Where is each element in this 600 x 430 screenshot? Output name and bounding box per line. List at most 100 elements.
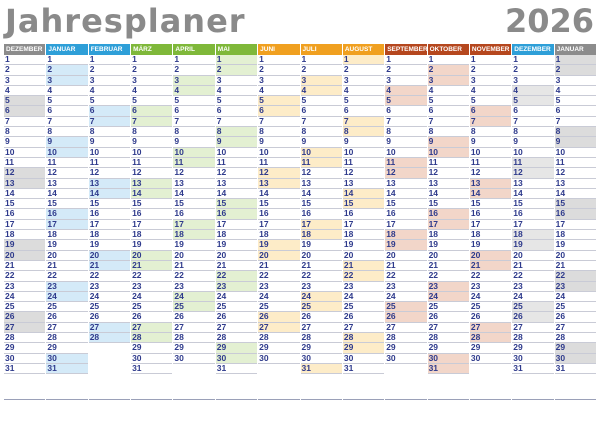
day-cell[interactable]: 6 xyxy=(88,105,131,117)
day-cell[interactable]: 4 xyxy=(469,85,512,97)
day-cell[interactable]: 27 xyxy=(131,322,173,334)
day-cell[interactable]: 29 xyxy=(554,342,596,354)
day-cell[interactable]: 4 xyxy=(46,85,88,97)
day-cell[interactable]: 30 xyxy=(131,353,173,364)
day-cell[interactable]: 27 xyxy=(469,322,512,334)
day-cell[interactable]: 1 xyxy=(342,54,385,66)
day-cell[interactable]: 23 xyxy=(173,281,215,292)
day-cell[interactable]: 30 xyxy=(300,353,342,364)
day-cell[interactable]: 7 xyxy=(215,116,258,128)
day-cell[interactable]: 25 xyxy=(46,301,88,313)
day-cell[interactable]: 20 xyxy=(554,250,596,261)
day-cell[interactable]: 31 xyxy=(512,363,554,375)
day-cell[interactable]: 29 xyxy=(427,342,469,354)
day-cell[interactable]: 14 xyxy=(258,188,300,200)
day-cell[interactable]: 25 xyxy=(88,301,131,313)
day-cell[interactable]: 17 xyxy=(512,219,554,231)
day-cell[interactable]: 7 xyxy=(131,116,173,128)
day-cell[interactable]: 7 xyxy=(300,116,342,128)
day-cell[interactable]: 3 xyxy=(554,75,596,86)
day-cell[interactable]: 22 xyxy=(427,270,469,282)
day-cell[interactable]: 28 xyxy=(300,332,342,344)
day-cell[interactable]: 16 xyxy=(300,208,342,220)
day-cell[interactable]: 13 xyxy=(554,178,596,189)
day-cell[interactable]: 16 xyxy=(342,208,385,220)
day-cell[interactable]: 26 xyxy=(385,311,427,323)
day-cell[interactable]: 26 xyxy=(469,311,512,323)
day-cell[interactable]: 21 xyxy=(342,260,385,272)
day-cell[interactable]: 14 xyxy=(427,188,469,200)
day-cell[interactable]: 2 xyxy=(131,64,173,76)
day-cell[interactable]: 17 xyxy=(173,219,215,231)
day-cell[interactable]: 23 xyxy=(4,281,46,292)
day-cell[interactable]: 23 xyxy=(427,281,469,292)
day-cell[interactable]: 6 xyxy=(258,105,300,117)
day-cell[interactable]: 30 xyxy=(4,353,46,364)
day-cell[interactable]: 20 xyxy=(215,250,258,261)
day-cell[interactable]: 5 xyxy=(385,95,427,107)
day-cell[interactable] xyxy=(470,364,511,374)
day-cell[interactable]: 7 xyxy=(512,116,554,128)
day-cell[interactable]: 11 xyxy=(88,157,131,169)
day-cell[interactable]: 5 xyxy=(300,95,342,107)
day-cell[interactable]: 1 xyxy=(4,54,46,66)
day-cell[interactable]: 18 xyxy=(173,229,215,241)
day-cell[interactable]: 20 xyxy=(342,250,385,261)
day-cell[interactable]: 7 xyxy=(4,116,46,128)
day-cell[interactable]: 17 xyxy=(300,219,342,231)
day-cell[interactable]: 24 xyxy=(131,291,173,303)
day-cell[interactable]: 29 xyxy=(4,342,46,354)
day-cell[interactable]: 23 xyxy=(258,281,300,292)
day-cell[interactable]: 26 xyxy=(46,311,88,323)
day-cell[interactable]: 10 xyxy=(385,147,427,158)
day-cell[interactable] xyxy=(173,364,214,374)
day-cell[interactable]: 16 xyxy=(88,208,131,220)
day-cell[interactable] xyxy=(89,343,130,353)
day-cell[interactable]: 11 xyxy=(342,157,385,169)
day-cell[interactable]: 5 xyxy=(554,95,596,107)
day-cell[interactable]: 24 xyxy=(342,291,385,303)
day-cell[interactable]: 4 xyxy=(554,85,596,97)
day-cell[interactable]: 19 xyxy=(4,239,46,251)
day-cell[interactable]: 13 xyxy=(258,178,300,189)
day-cell[interactable]: 24 xyxy=(469,291,512,303)
day-cell[interactable]: 25 xyxy=(300,301,342,313)
day-cell[interactable]: 21 xyxy=(427,260,469,272)
day-cell[interactable]: 8 xyxy=(554,126,596,138)
day-cell[interactable]: 18 xyxy=(215,229,258,241)
day-cell[interactable]: 17 xyxy=(258,219,300,231)
day-cell[interactable]: 15 xyxy=(469,198,512,210)
day-cell[interactable]: 30 xyxy=(342,353,385,364)
day-cell[interactable]: 30 xyxy=(385,353,427,364)
day-cell[interactable]: 14 xyxy=(469,188,512,200)
day-cell[interactable]: 18 xyxy=(427,229,469,241)
day-cell[interactable]: 23 xyxy=(512,281,554,292)
day-cell[interactable]: 19 xyxy=(88,239,131,251)
day-cell[interactable]: 4 xyxy=(385,85,427,97)
day-cell[interactable]: 19 xyxy=(46,239,88,251)
day-cell[interactable]: 12 xyxy=(469,167,512,179)
day-cell[interactable]: 4 xyxy=(512,85,554,97)
day-cell[interactable] xyxy=(89,364,130,374)
day-cell[interactable]: 9 xyxy=(427,136,469,148)
day-cell[interactable]: 19 xyxy=(173,239,215,251)
day-cell[interactable]: 19 xyxy=(258,239,300,251)
day-cell[interactable]: 27 xyxy=(342,322,385,334)
day-cell[interactable]: 9 xyxy=(46,136,88,148)
day-cell[interactable]: 9 xyxy=(385,136,427,148)
day-cell[interactable]: 23 xyxy=(554,281,596,292)
day-cell[interactable]: 8 xyxy=(342,126,385,138)
day-cell[interactable]: 10 xyxy=(4,147,46,158)
day-cell[interactable]: 28 xyxy=(88,332,131,344)
day-cell[interactable]: 30 xyxy=(512,353,554,364)
day-cell[interactable]: 25 xyxy=(385,301,427,313)
day-cell[interactable]: 8 xyxy=(469,126,512,138)
day-cell[interactable]: 4 xyxy=(258,85,300,97)
day-cell[interactable]: 8 xyxy=(512,126,554,138)
day-cell[interactable]: 7 xyxy=(554,116,596,128)
day-cell[interactable]: 20 xyxy=(131,250,173,261)
day-cell[interactable]: 12 xyxy=(173,167,215,179)
day-cell[interactable]: 31 xyxy=(46,363,88,375)
day-cell[interactable]: 6 xyxy=(46,105,88,117)
day-cell[interactable]: 22 xyxy=(173,270,215,282)
